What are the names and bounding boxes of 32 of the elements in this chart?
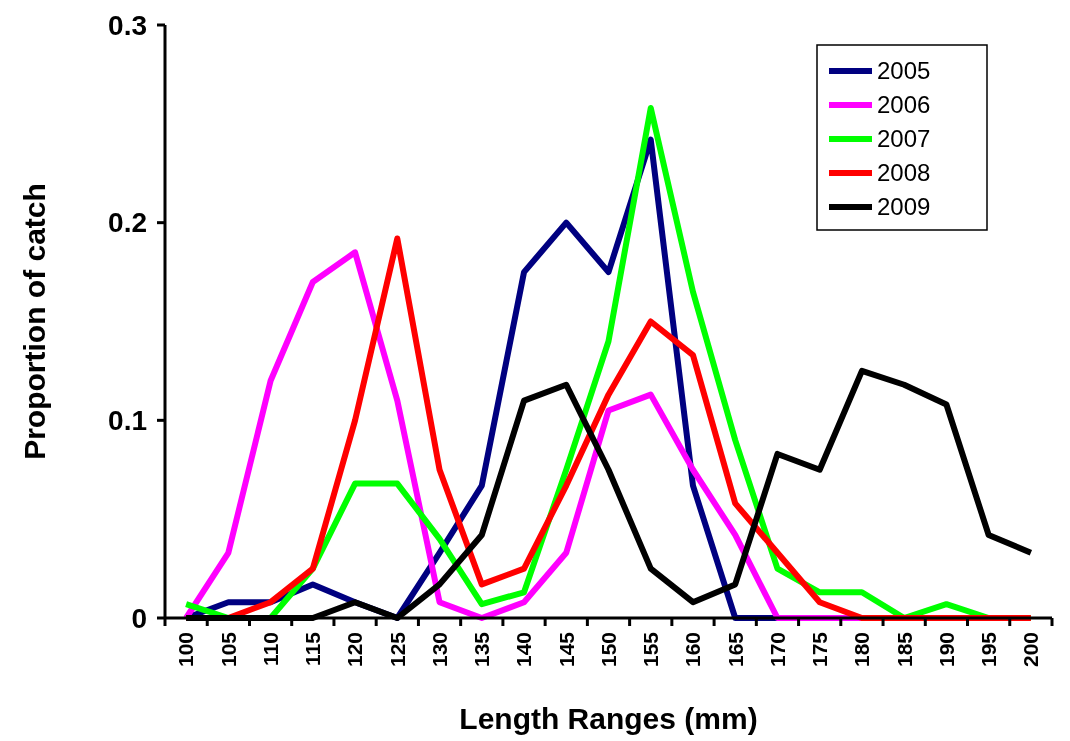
x-tick-label: 160 — [681, 632, 705, 668]
legend-label: 2007 — [877, 125, 931, 153]
x-tick-label: 120 — [343, 632, 367, 668]
x-tick-label: 145 — [554, 631, 578, 668]
x-tick-label: 155 — [639, 631, 663, 668]
legend-label: 2008 — [877, 159, 931, 187]
x-tick-label: 185 — [892, 631, 916, 668]
y-tick-label: 0.3 — [108, 9, 147, 41]
y-tick-label: 0 — [131, 602, 147, 634]
x-tick-label: 150 — [596, 632, 620, 668]
x-tick-label: 115 — [301, 631, 325, 666]
x-tick-label: 105 — [216, 631, 240, 668]
x-axis-title: Length Ranges (mm) — [459, 702, 758, 735]
x-tick-label: 100 — [174, 632, 198, 668]
y-tick-label: 0.1 — [108, 405, 147, 437]
x-tick-label: 135 — [470, 631, 494, 668]
legend-label: 2009 — [877, 193, 931, 221]
x-tick-label: 125 — [385, 631, 409, 668]
x-tick-label: 170 — [765, 632, 789, 668]
x-tick-label: 110 — [258, 632, 282, 666]
x-tick-label: 130 — [427, 632, 451, 668]
y-tick-label: 0.2 — [108, 207, 147, 239]
x-tick-label: 140 — [512, 632, 536, 668]
x-tick-label: 180 — [850, 632, 874, 668]
x-tick-label: 190 — [934, 632, 958, 668]
x-tick-label: 200 — [1019, 632, 1043, 668]
legend-label: 2006 — [877, 91, 931, 119]
legend-label: 2005 — [877, 57, 931, 85]
y-axis-title: Proportion of catch — [18, 183, 51, 460]
x-tick-label: 165 — [723, 631, 747, 668]
x-tick-label: 175 — [808, 631, 832, 668]
x-tick-label: 195 — [976, 631, 1000, 668]
